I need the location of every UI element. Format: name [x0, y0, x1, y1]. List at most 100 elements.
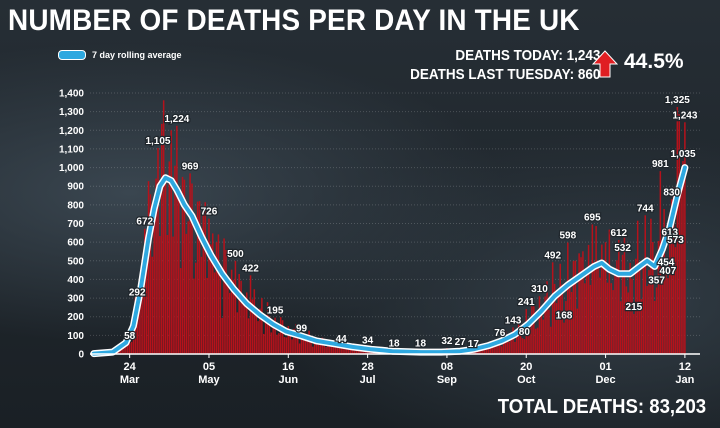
bar: [147, 181, 150, 354]
legend-label: 7 day rolling average: [92, 50, 182, 60]
x-tick-month: Jan: [675, 374, 694, 386]
bar: [565, 301, 567, 354]
bar: [247, 318, 250, 354]
bar: [306, 337, 308, 354]
bar: [625, 286, 628, 354]
bar: [525, 309, 528, 354]
bar: [136, 299, 138, 354]
bar: [300, 335, 303, 354]
bar: [506, 339, 509, 354]
bar: [183, 179, 186, 354]
bar: [602, 261, 605, 354]
bar: [232, 279, 235, 354]
bar: [499, 339, 501, 354]
y-tick-label: 100: [67, 331, 84, 342]
bar: [262, 333, 265, 354]
bar: [618, 239, 620, 354]
bar: [578, 253, 580, 354]
bar: [329, 340, 331, 354]
y-tick-label: 400: [67, 275, 84, 286]
data-label: 573: [667, 235, 684, 246]
data-label: 168: [556, 311, 573, 322]
bar: [512, 327, 514, 354]
bar: [570, 292, 573, 354]
data-label: 454: [658, 257, 675, 268]
bar: [261, 298, 263, 354]
bar: [185, 233, 188, 354]
bar: [527, 330, 529, 354]
bar: [319, 343, 322, 354]
bar: [514, 341, 516, 354]
data-label: 357: [648, 275, 665, 286]
bar: [187, 221, 189, 354]
bar: [295, 324, 297, 354]
x-tick-month: Jun: [279, 374, 299, 386]
data-label: 18: [388, 339, 400, 350]
bar: [223, 238, 225, 354]
bar: [198, 201, 201, 354]
data-label: 76: [494, 328, 506, 339]
bar: [587, 244, 590, 354]
bar: [168, 161, 171, 354]
data-label: 613: [661, 228, 678, 239]
bar: [557, 292, 560, 354]
bar: [640, 299, 643, 354]
bar: [353, 350, 356, 354]
deaths-last-tuesday: DEATHS LAST TUESDAY: 860: [409, 66, 600, 83]
stats-panel: DEATHS TODAY: 1,243 DEATHS LAST TUESDAY:…: [410, 46, 600, 84]
x-tick-month: Sep: [437, 374, 457, 386]
bar: [572, 261, 575, 354]
bar: [659, 171, 662, 354]
bar: [132, 323, 135, 354]
bar: [255, 313, 257, 354]
bar: [657, 240, 660, 354]
bar: [534, 328, 537, 354]
bar: [667, 278, 669, 354]
x-tick-day: 12: [679, 361, 691, 373]
data-label: 34: [362, 336, 374, 347]
data-label: 695: [584, 212, 601, 223]
bar: [631, 278, 633, 354]
bar: [493, 345, 495, 354]
bar: [355, 348, 358, 354]
data-label: 1,243: [672, 110, 697, 121]
bar: [633, 313, 635, 354]
bar: [181, 176, 184, 354]
bar: [206, 277, 208, 354]
bar: [242, 298, 244, 354]
bar: [672, 187, 675, 354]
bar: [144, 228, 146, 354]
bar: [189, 173, 191, 354]
bar: [629, 262, 631, 354]
bar: [304, 340, 307, 354]
bar: [546, 281, 548, 354]
bar: [217, 234, 220, 354]
bar: [487, 348, 490, 354]
data-label: 1,325: [665, 95, 690, 106]
bar: [553, 283, 556, 354]
x-tick-day: 16: [282, 361, 294, 373]
bar: [521, 338, 524, 354]
bar: [614, 272, 616, 354]
data-label: 492: [544, 250, 561, 261]
data-label: 726: [201, 207, 218, 218]
x-tick-day: 08: [441, 361, 453, 373]
bar: [563, 322, 565, 354]
y-tick-label: 700: [67, 219, 84, 230]
bar: [584, 283, 586, 354]
x-tick-day: 05: [203, 361, 215, 373]
bar: [123, 345, 125, 354]
bar: [281, 320, 284, 354]
bar: [176, 125, 178, 354]
bar: [138, 309, 140, 354]
bar: [238, 273, 240, 354]
bar: [157, 147, 159, 354]
bar: [279, 317, 282, 354]
bar: [523, 339, 526, 354]
change-percentage: 44.5%: [624, 50, 684, 73]
bar: [548, 309, 550, 354]
bar: [597, 262, 599, 354]
y-tick-label: 1,400: [59, 89, 84, 100]
bar: [334, 342, 337, 354]
bar: [264, 319, 267, 354]
